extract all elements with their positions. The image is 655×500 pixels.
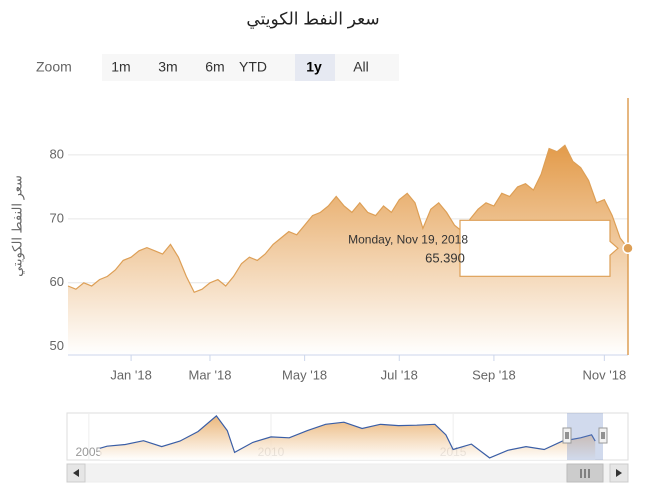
navigator-tick-label: 2005 <box>76 445 103 459</box>
tooltip-box <box>459 219 619 277</box>
x-tick-label: Jan '18 <box>110 367 152 382</box>
zoom-button[interactable]: 3m <box>158 59 177 75</box>
navigator-handle[interactable] <box>598 427 608 444</box>
chart-title: سعر النفط الكويتي <box>246 9 379 29</box>
tooltip-value: 65.390 <box>425 251 465 266</box>
arrow-left <box>73 469 79 477</box>
y-tick-label: 60 <box>50 274 64 289</box>
navigator-line <box>99 415 596 459</box>
overlay: Monday, Nov 19, 2018 65.390 <box>348 219 619 277</box>
arrow-right <box>616 469 622 477</box>
x-tick-label: Jul '18 <box>381 367 418 382</box>
zoom-button[interactable]: YTD <box>239 59 267 75</box>
navigator-handle[interactable] <box>562 427 572 444</box>
x-tick-label: Sep '18 <box>472 367 516 382</box>
zoom-bar <box>102 54 399 81</box>
navigator-area <box>99 415 596 460</box>
y-tick-label: 50 <box>50 338 64 353</box>
y-axis-label: سعر النفط الكويتي <box>9 175 25 277</box>
y-tick-label: 80 <box>50 146 64 161</box>
hover-point <box>622 242 634 255</box>
zoom-button[interactable]: 6m <box>205 59 224 75</box>
x-tick-label: Nov '18 <box>583 367 627 382</box>
x-tick-label: May '18 <box>282 367 327 382</box>
scrollbar-track <box>66 463 629 483</box>
area-line <box>67 144 629 294</box>
zoom-button-bg <box>295 54 335 81</box>
navigator: 200520102015 <box>66 412 629 483</box>
zoom-button[interactable]: 1m <box>111 59 130 75</box>
plot-area: 50 60 70 80 Jan '18 Mar '18 May '18 Jul '18 Sep … <box>50 98 634 382</box>
y-tick-label: 70 <box>50 210 64 225</box>
zoom-group: Zoom 1m 3m 6m YTD 1y All <box>36 54 369 81</box>
area-fill <box>68 145 628 355</box>
navigator-window <box>567 413 603 460</box>
tooltip-header: Monday, Nov 19, 2018 <box>348 232 468 246</box>
zoom-label: Zoom <box>36 59 72 75</box>
zoom-button[interactable]: 1y <box>306 59 322 75</box>
x-tick-label: Mar '18 <box>188 367 231 382</box>
zoom-button[interactable]: All <box>353 59 369 75</box>
